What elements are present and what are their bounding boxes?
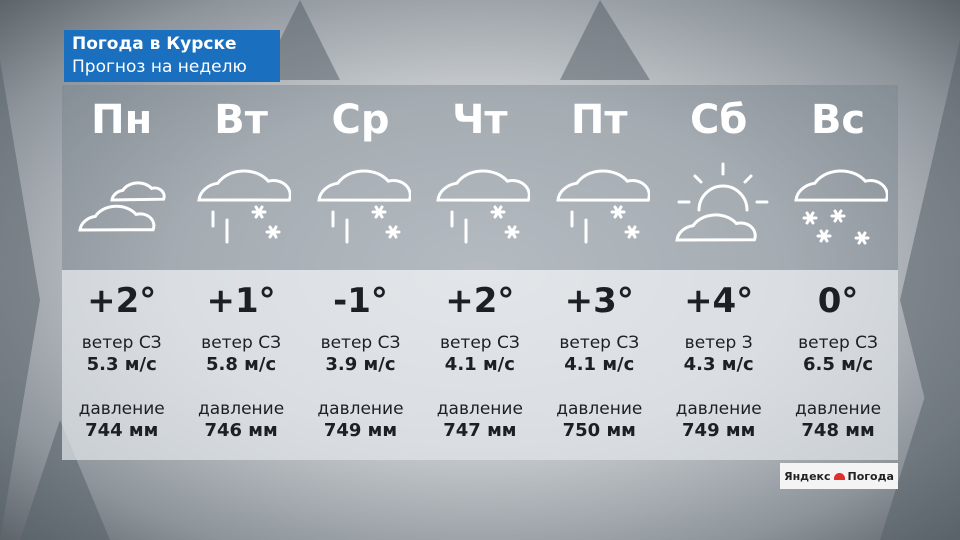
temperature: +1° xyxy=(206,281,276,321)
wind-speed: 3.9 м/с xyxy=(325,354,396,375)
pressure: давление 749 мм xyxy=(659,398,778,442)
wind-speed: 4.1 м/с xyxy=(564,354,635,375)
temperature: +4° xyxy=(684,281,754,321)
wind-speed: 5.8 м/с xyxy=(206,354,277,375)
day-column-2: Ср -1° ветер СЗ 3.9 м/с давление 749 мм xyxy=(301,85,420,460)
pressure-value: 750 мм xyxy=(562,420,636,441)
cloudy-icon xyxy=(78,181,166,232)
day-name: Пт xyxy=(570,97,628,143)
wind: ветер СЗ 5.3 м/с xyxy=(62,332,181,376)
pressure-value: 747 мм xyxy=(443,420,517,441)
wind-speed: 4.1 м/с xyxy=(444,354,515,375)
pressure-value: 749 мм xyxy=(323,420,398,441)
wind-speed: 5.3 м/с xyxy=(86,354,157,375)
temperature: -1° xyxy=(333,281,388,321)
day-column-6: Вс 0° ветер СЗ 6.5 м/с давление 748 мм xyxy=(778,85,897,460)
day-column-1: Вт +1° ветер СЗ 5.8 м/с давление 746 мм xyxy=(181,85,300,460)
wind-speed: 4.3 м/с xyxy=(683,354,754,375)
day-column-5: Сб +4° ветер З 4.3 м/с давление 749 мм xyxy=(659,85,778,460)
rain-snow-icon xyxy=(555,169,650,244)
pressure: давление 750 мм xyxy=(540,398,659,442)
wind-speed: 6.5 м/с xyxy=(802,354,874,375)
subtitle: Прогноз на неделю xyxy=(72,57,247,77)
pressure: давление 744 мм xyxy=(62,398,181,442)
day-name: Ср xyxy=(331,97,390,143)
wind: ветер СЗ 3.9 м/с xyxy=(301,332,420,376)
day-name: Вс xyxy=(810,97,866,143)
umbrella-icon xyxy=(833,472,845,480)
day-column-4: Пт +3° ветер СЗ 4.1 м/с давление 750 мм xyxy=(540,85,659,460)
pressure-value: 746 мм xyxy=(204,420,278,441)
title-box: Погода в Курске Прогноз на неделю xyxy=(64,30,280,82)
snow-icon xyxy=(794,169,889,245)
rain-snow-icon xyxy=(197,169,292,244)
wind: ветер СЗ 4.1 м/с xyxy=(420,332,539,376)
wind: ветер СЗ 5.8 м/с xyxy=(181,332,300,376)
pressure: давление 748 мм xyxy=(778,398,897,442)
day-name: Чт xyxy=(452,97,508,143)
wind: ветер З 4.3 м/с xyxy=(659,332,778,376)
pressure: давление 746 мм xyxy=(181,398,300,442)
day-column-3: Чт +2° ветер СЗ 4.1 м/с давление 747 мм xyxy=(420,85,539,460)
day-name: Сб xyxy=(690,97,748,143)
partly-cloudy-icon xyxy=(675,162,769,242)
rain-snow-icon xyxy=(317,169,411,244)
temperature: +3° xyxy=(564,281,634,321)
city-title: Погода в Курске xyxy=(72,34,237,54)
wind: ветер СЗ 6.5 м/с xyxy=(778,332,897,376)
day-name: Вт xyxy=(214,97,268,143)
forecast-panel: Пн +2° ветер СЗ 5.3 м/с давление 744 мм Вт … xyxy=(62,85,898,460)
pressure-value: 744 мм xyxy=(85,420,159,441)
yandex-weather-logo: Яндекс Погода xyxy=(780,463,898,489)
pressure-value: 748 мм xyxy=(801,420,875,441)
pressure-value: 749 мм xyxy=(682,420,756,441)
day-column-0: Пн +2° ветер СЗ 5.3 м/с давление 744 мм xyxy=(62,85,181,460)
temperature: +2° xyxy=(445,281,515,321)
temperature: 0° xyxy=(817,281,859,321)
day-name: Пн xyxy=(91,97,153,143)
pressure: давление 749 мм xyxy=(301,398,420,442)
rain-snow-icon xyxy=(436,169,531,244)
temperature: +2° xyxy=(87,281,157,321)
wind: ветер СЗ 4.1 м/с xyxy=(540,332,659,376)
pressure: давление 747 мм xyxy=(420,398,539,442)
